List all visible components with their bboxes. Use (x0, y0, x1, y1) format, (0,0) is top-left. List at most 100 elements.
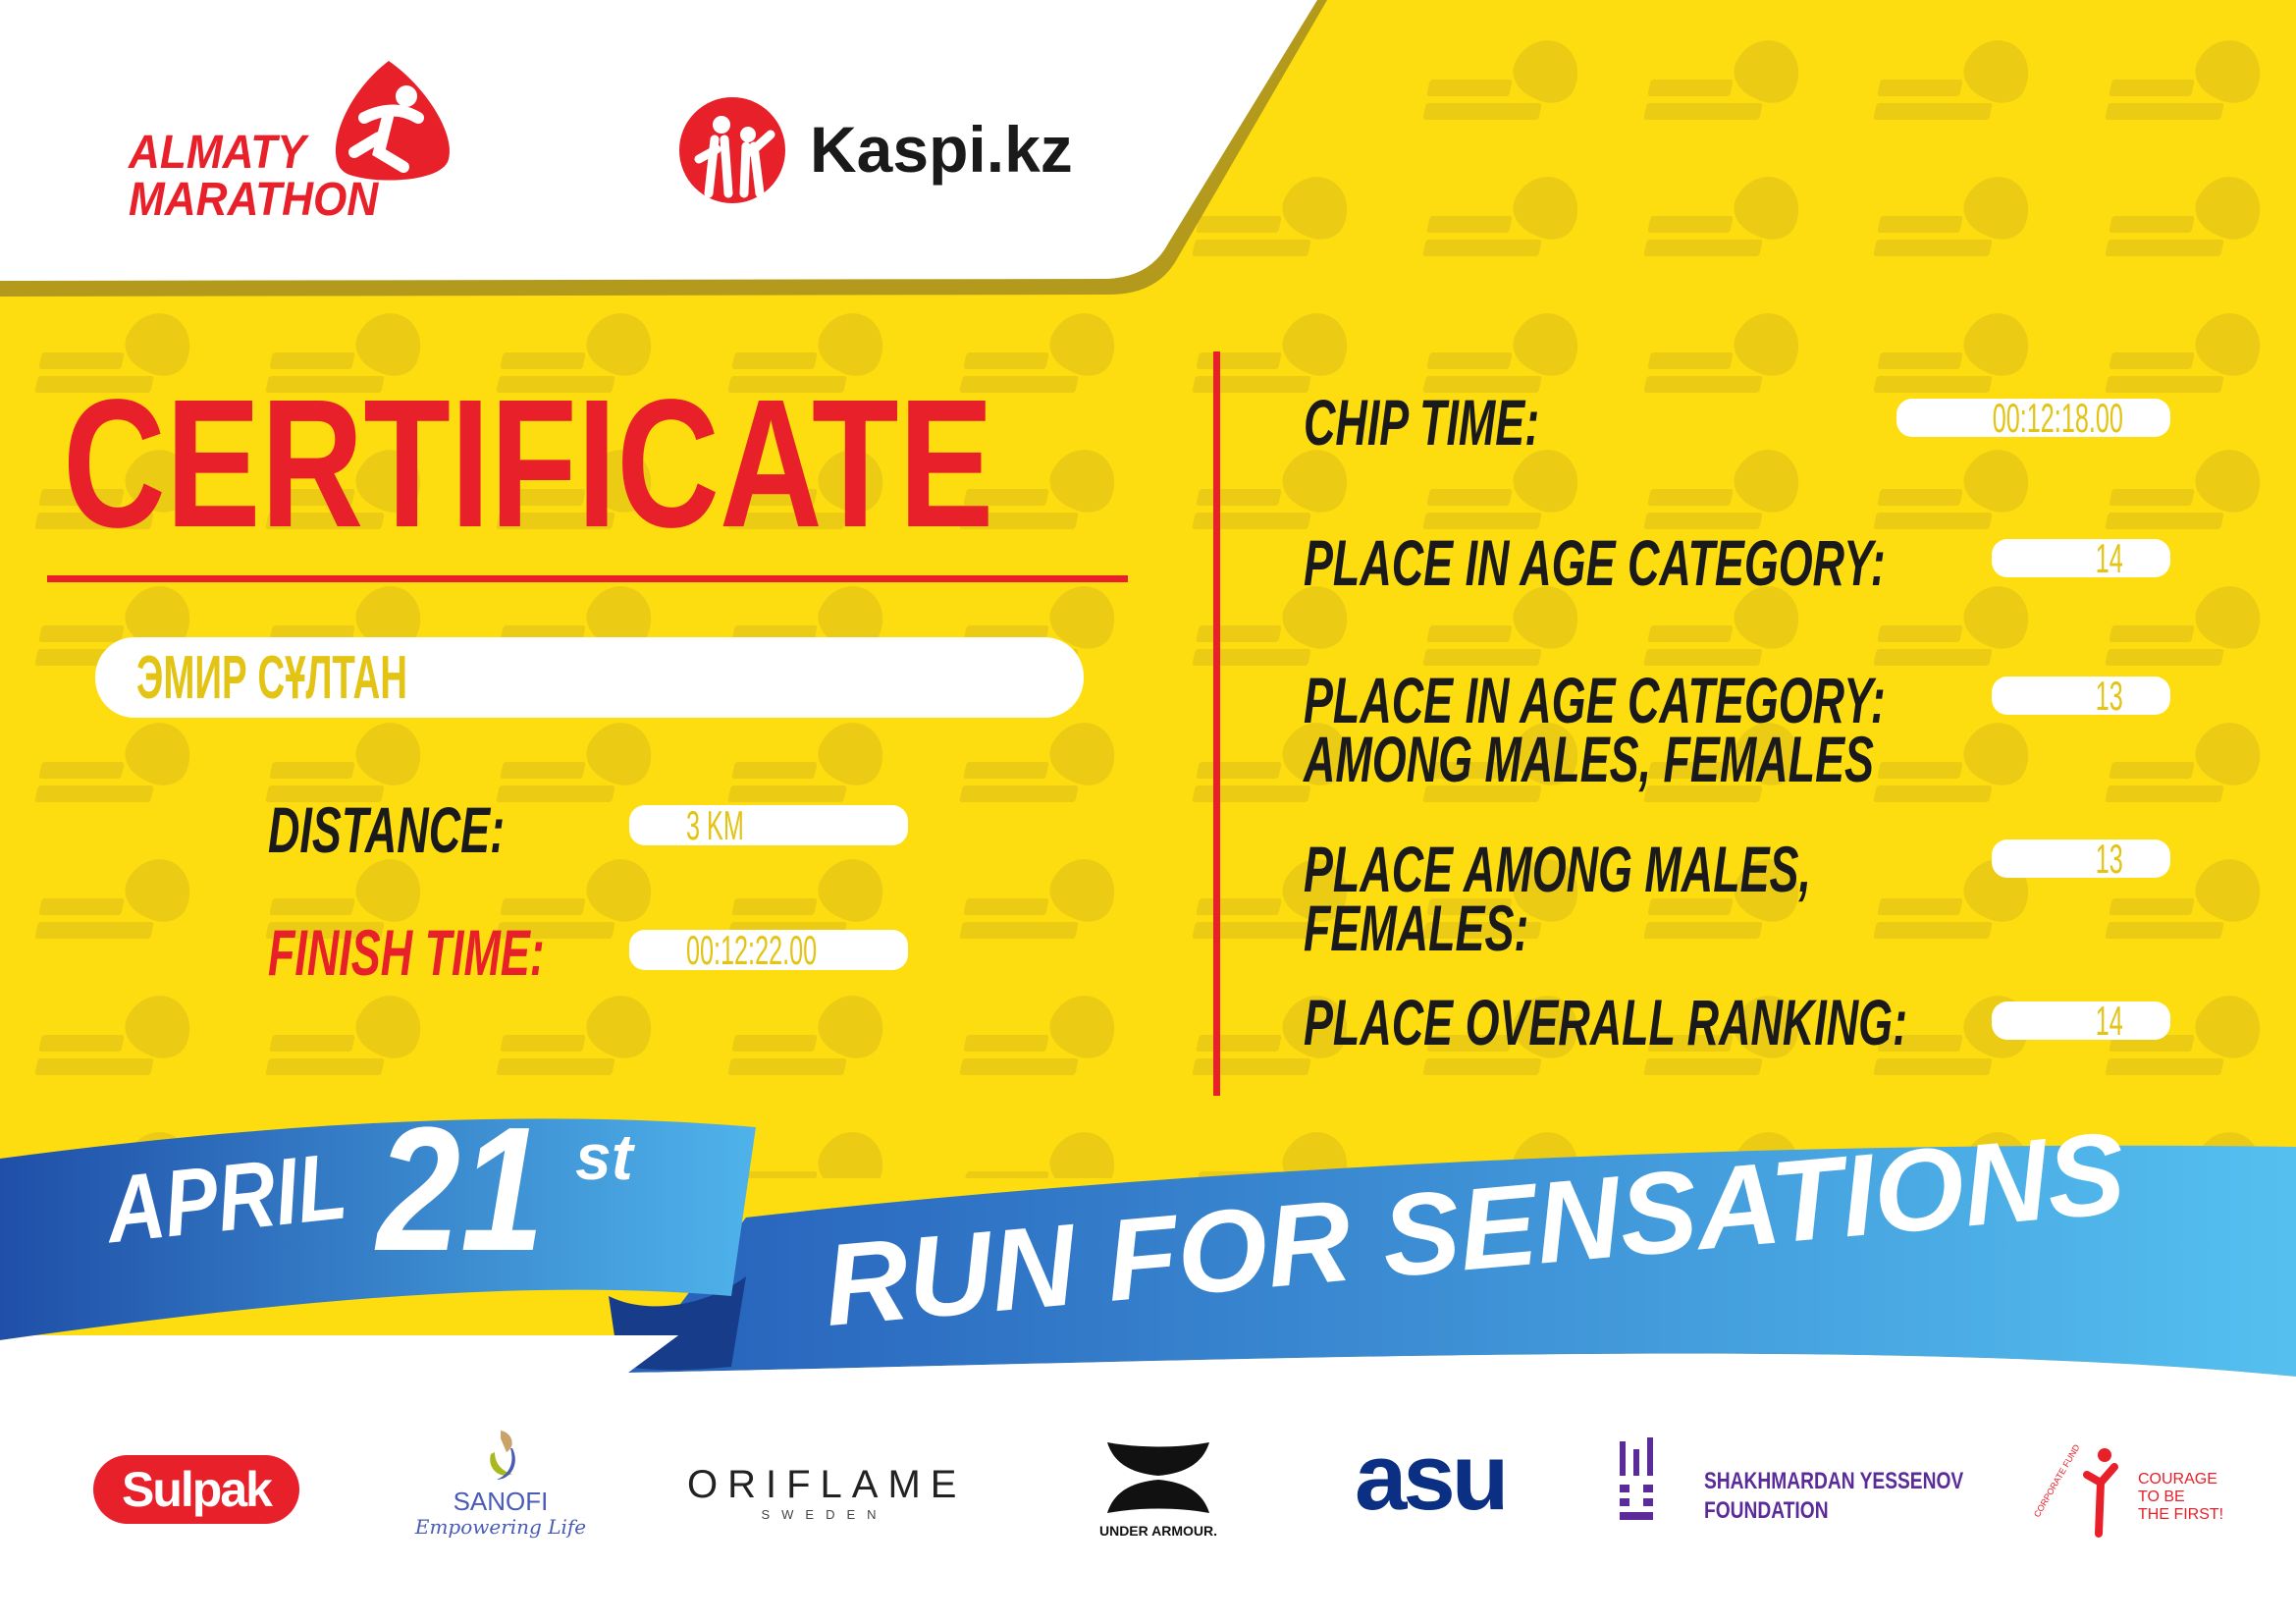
ribbon-day: 21 (377, 1091, 545, 1288)
watermark-runner-icon (2186, 711, 2272, 795)
finish-time-label: FINISH TIME: (268, 916, 545, 989)
participant-name-field: ЭМИР СҰЛТАН (95, 637, 1084, 718)
watermark-lettering (731, 898, 818, 915)
watermark-lettering (1877, 625, 1963, 642)
watermark-lettering (2109, 625, 2195, 642)
result-label-line: PLACE IN AGE CATEGORY: (1304, 664, 1886, 736)
watermark-lettering (963, 1035, 1049, 1052)
watermark-runner-icon (116, 984, 202, 1068)
watermark-runner-icon (2186, 574, 2272, 659)
watermark-lettering (2105, 922, 2224, 939)
watermark-lettering (2109, 352, 2195, 369)
result-label-line: CHIP TIME: (1304, 386, 1540, 459)
result-label: PLACE IN AGE CATEGORY: AMONG MALES, FEMAL… (1304, 664, 2160, 791)
watermark-lettering (500, 762, 586, 779)
sanofi-bird-icon (490, 1431, 515, 1480)
header-panel (0, 0, 1327, 297)
result-value-box: 13 (1992, 672, 2170, 719)
yessenov-bars-icon (1620, 1437, 1653, 1520)
watermark-lettering (1426, 625, 1513, 642)
watermark-lettering (1877, 352, 1963, 369)
distance-value-box: 3 KM (629, 801, 908, 848)
yessenov-line2: FOUNDATION (1704, 1497, 1829, 1524)
result-label-line: PLACE OVERALL RANKING: (1304, 986, 1908, 1058)
watermark-lettering (959, 785, 1079, 802)
result-value: 13 (2095, 672, 2123, 719)
yessenov-line1: SHAKHMARDAN YESSENOV (1704, 1468, 1964, 1494)
watermark-lettering (1647, 352, 1734, 369)
watermark-lettering (500, 898, 586, 915)
watermark-lettering (1422, 1058, 1542, 1075)
date-ribbon (0, 1118, 2296, 1377)
watermark-runner-icon (1725, 301, 1811, 386)
watermark-runner-icon (1725, 438, 1811, 522)
watermark-lettering (1873, 1058, 1993, 1075)
sanofi-wordmark: SANOFI (453, 1487, 549, 1516)
result-value: 14 (2095, 534, 2123, 581)
result-value-box: 00:12:18.00 (1896, 397, 2170, 438)
watermark-runner-icon (577, 711, 664, 795)
watermark-logo (34, 711, 203, 825)
watermark-lettering (1192, 1058, 1311, 1075)
almaty-marathon-logo: ALMATY MARATHON (129, 59, 453, 231)
watermark-runner-icon (577, 847, 664, 932)
watermark-lettering (269, 898, 355, 915)
finish-time-value-box: 00:12:22.00 (629, 929, 908, 970)
result-label-line: PLACE AMONG MALES, (1304, 833, 1811, 905)
distance-value: 3 KM (686, 801, 744, 848)
yessenov-foundation-logo: SHAKHMARDAN YESSENOV FOUNDATION (1618, 1435, 1971, 1524)
sulpak-logo: Sulpak (93, 1455, 299, 1524)
watermark-lettering (959, 922, 1079, 939)
result-value-box: 14 (1992, 534, 2170, 581)
watermark-logo (2105, 847, 2273, 961)
participant-name: ЭМИР СҰЛТАН (136, 644, 408, 712)
watermark-lettering (731, 762, 818, 779)
watermark-lettering (34, 922, 154, 939)
result-value: 14 (2095, 997, 2123, 1044)
watermark-logo (1643, 301, 1812, 415)
result-label-line: FEMALES: (1304, 892, 1529, 964)
watermark-lettering (496, 1058, 615, 1075)
watermark-lettering (38, 898, 125, 915)
watermark-lettering (1192, 922, 1311, 939)
watermark-lettering (1196, 1035, 1282, 1052)
watermark-lettering (959, 1058, 1079, 1075)
watermark-lettering (34, 785, 154, 802)
watermark-lettering (731, 1035, 818, 1052)
watermark-runner-icon (1041, 301, 1127, 386)
courage-arc-text: CORPORATE FUND (2032, 1442, 2082, 1519)
result-label-line: PLACE IN AGE CATEGORY: (1304, 526, 1886, 599)
watermark-lettering (963, 762, 1049, 779)
watermark-lettering (2109, 489, 2195, 506)
courage-line1: COURAGE (2138, 1471, 2217, 1488)
under-armour-icon (1107, 1442, 1209, 1513)
watermark-logo (34, 847, 203, 961)
watermark-logo (959, 711, 1128, 825)
runner-drop-icon (335, 61, 450, 181)
watermark-runner-icon (809, 711, 895, 795)
oriflame-sweden: SWEDEN (761, 1507, 888, 1522)
watermark-lettering (1873, 649, 1993, 666)
watermark-lettering (38, 625, 125, 642)
watermark-runner-icon (2186, 438, 2272, 522)
watermark-lettering (1192, 785, 1311, 802)
watermark-lettering (38, 1035, 125, 1052)
watermark-runner-icon (116, 711, 202, 795)
watermark-lettering (1873, 513, 1993, 529)
watermark-lettering (1426, 489, 1513, 506)
watermark-runner-icon (116, 847, 202, 932)
watermark-lettering (38, 762, 125, 779)
watermark-lettering (1643, 1058, 1763, 1075)
oriflame-wordmark: ORIFLAME (687, 1463, 967, 1506)
watermark-lettering (269, 1035, 355, 1052)
watermark-lettering (2109, 898, 2195, 915)
result-label: PLACE AMONG MALES, FEMALES: (1304, 833, 2050, 964)
sanofi-logo: SANOFI Empowering Life (412, 1429, 589, 1546)
watermark-lettering (2105, 376, 2224, 393)
watermark-runner-icon (1954, 301, 2041, 386)
watermark-lettering (1196, 352, 1282, 369)
watermark-runner-icon (1273, 301, 1360, 386)
logo-text-marathon: MARATHON (129, 174, 379, 226)
ribbon-month: APRIL (101, 1133, 352, 1264)
watermark-runner-icon (347, 984, 433, 1068)
